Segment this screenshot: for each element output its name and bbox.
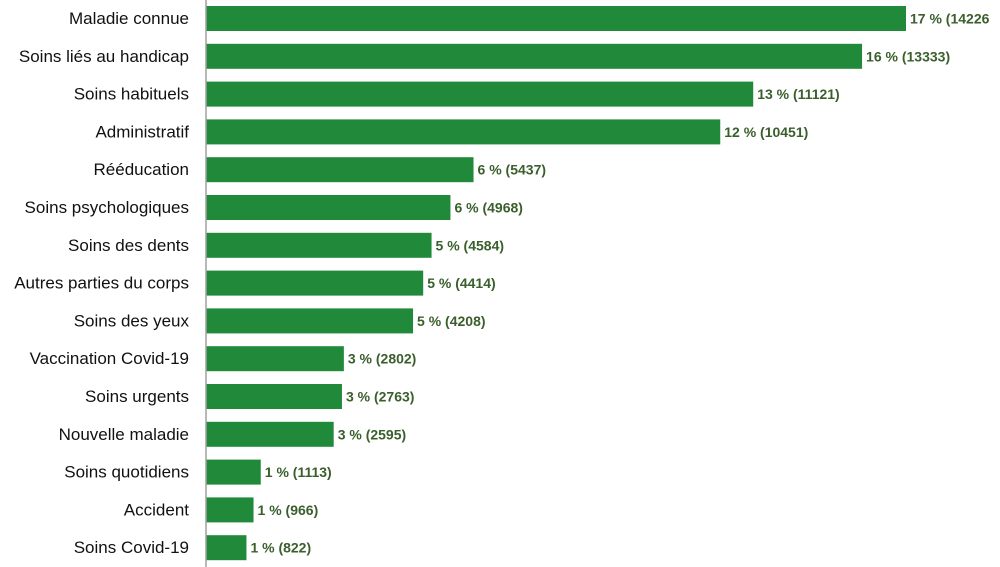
- bar: [206, 497, 254, 523]
- data-label: 17 % (14226: [910, 11, 990, 27]
- category-label: Autres parties du corps: [14, 274, 189, 293]
- data-label: 1 % (966): [258, 502, 319, 518]
- category-label: Soins Covid-19: [74, 538, 189, 557]
- bar: [206, 195, 451, 220]
- category-labels-group: Maladie connue Soins liés au handicap Soin…: [14, 9, 189, 557]
- category-label: Soins des yeux: [74, 311, 190, 330]
- bar: [206, 232, 432, 258]
- category-label: Soins quotidiens: [64, 463, 189, 482]
- data-label: 6 % (4968): [454, 200, 522, 216]
- bar: [206, 270, 424, 296]
- bar: [206, 535, 247, 561]
- bar: [206, 157, 474, 183]
- bar: [206, 384, 342, 409]
- data-label: 5 % (4584): [436, 237, 504, 253]
- data-label: 12 % (10451): [724, 124, 808, 140]
- data-label: 16 % (13333): [866, 48, 950, 64]
- data-label: 1 % (822): [250, 540, 311, 556]
- bar: [206, 421, 334, 447]
- bar: [206, 81, 754, 107]
- category-label: Accident: [124, 500, 189, 519]
- bar: [206, 459, 261, 485]
- category-label: Vaccination Covid-19: [30, 349, 189, 368]
- value-labels-group: 17 % (14226 16 % (13333) 13 % (11121) 12 % …: [250, 11, 989, 556]
- data-label: 3 % (2802): [348, 351, 416, 367]
- data-label: 3 % (2595): [338, 426, 406, 442]
- bar: [206, 346, 344, 372]
- category-label: Soins urgents: [85, 387, 189, 406]
- data-label: 5 % (4414): [427, 275, 495, 291]
- category-label: Soins liés au handicap: [19, 47, 189, 66]
- category-label: Administratif: [95, 122, 189, 141]
- data-label: 1 % (1113): [265, 464, 332, 480]
- bar: [206, 119, 721, 145]
- category-label: Soins habituels: [74, 85, 189, 104]
- category-label: Rééducation: [94, 160, 189, 179]
- data-label: 5 % (4208): [417, 313, 485, 329]
- category-label: Nouvelle maladie: [59, 425, 189, 444]
- bar: [206, 6, 906, 31]
- category-label: Maladie connue: [69, 9, 189, 28]
- bars-group: [206, 6, 906, 561]
- data-label: 6 % (5437): [478, 162, 546, 178]
- data-label: 13 % (11121): [757, 86, 840, 102]
- bar: [206, 43, 863, 69]
- category-label: Soins des dents: [68, 236, 189, 255]
- category-label: Soins psychologiques: [25, 198, 189, 217]
- data-label: 3 % (2763): [346, 389, 414, 405]
- bar: [206, 308, 414, 334]
